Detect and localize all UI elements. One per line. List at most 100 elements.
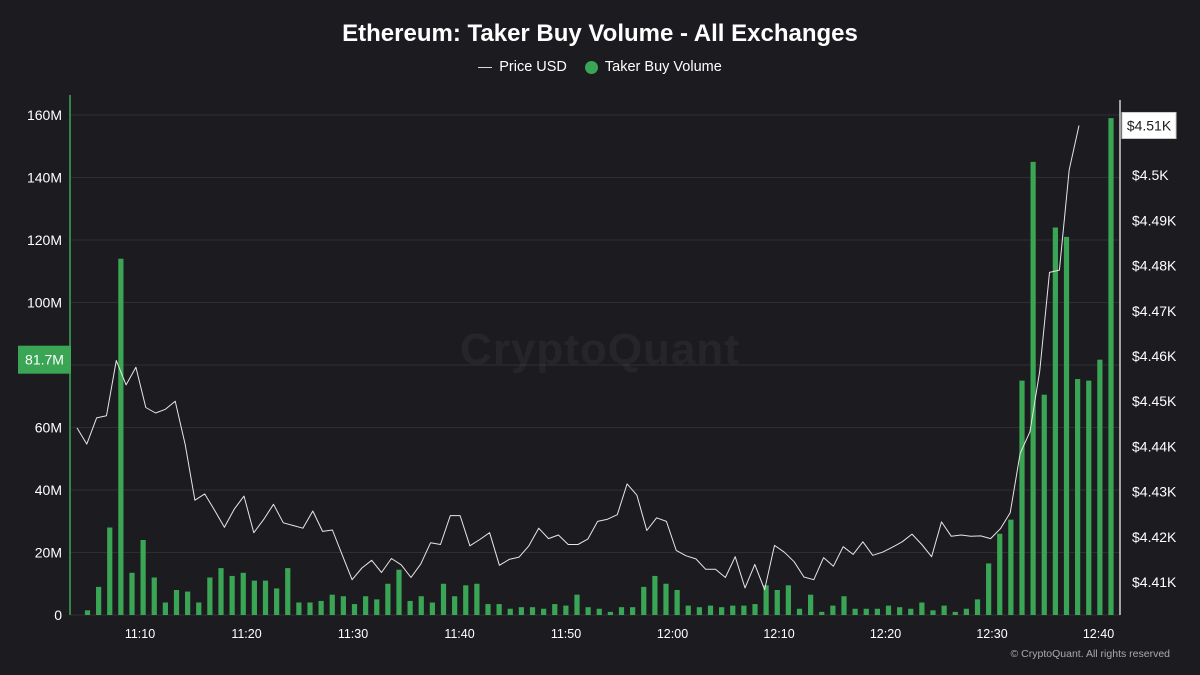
volume-bar[interactable] [852, 608, 858, 615]
volume-bar[interactable] [496, 604, 502, 615]
volume-bar[interactable] [674, 590, 680, 615]
volume-bar[interactable] [630, 607, 636, 615]
volume-bar[interactable] [1075, 379, 1081, 615]
volume-bar[interactable] [541, 608, 547, 615]
volume-bar[interactable] [607, 611, 613, 615]
volume-bar[interactable] [585, 607, 591, 615]
y-left-tick-label: 160M [27, 107, 62, 123]
volume-bar[interactable] [874, 608, 880, 615]
volume-bar[interactable] [529, 607, 536, 615]
volume-bar[interactable] [296, 602, 302, 616]
volume-bar[interactable] [997, 533, 1003, 615]
volume-bar[interactable] [1097, 359, 1103, 615]
volume-bar[interactable] [785, 585, 791, 615]
volume-bar[interactable] [1030, 161, 1036, 615]
volume-bar[interactable] [185, 591, 191, 615]
volume-bar[interactable] [1052, 227, 1058, 616]
volume-bar[interactable] [96, 586, 102, 615]
volume-bar[interactable] [1019, 380, 1025, 615]
volume-bar[interactable] [1108, 118, 1114, 615]
volume-bar[interactable] [652, 575, 658, 615]
volume-bar[interactable] [696, 607, 702, 615]
y-right-tick-label: $4.49K [1132, 212, 1177, 228]
volume-bar[interactable] [251, 580, 257, 615]
volume-bar[interactable] [340, 596, 346, 615]
volume-bar[interactable] [385, 583, 391, 615]
volume-bar[interactable] [196, 602, 202, 616]
volume-bar[interactable] [329, 594, 335, 615]
volume-bar[interactable] [730, 605, 736, 615]
volume-bar[interactable] [719, 607, 725, 615]
volume-bar[interactable] [418, 596, 424, 615]
volume-bar[interactable] [741, 605, 747, 615]
volume-bar[interactable] [897, 607, 903, 615]
volume-bar[interactable] [274, 588, 280, 615]
volume-bar[interactable] [162, 602, 168, 616]
legend-item-volume[interactable]: Taker Buy Volume [584, 59, 722, 75]
volume-bar[interactable] [641, 586, 647, 615]
volume-bar[interactable] [374, 599, 380, 615]
volume-bar[interactable] [774, 590, 780, 615]
volume-bar[interactable] [963, 608, 969, 615]
volume-bar[interactable] [885, 605, 892, 615]
volume-bar[interactable] [685, 605, 691, 615]
volume-bar[interactable] [986, 563, 992, 615]
volume-bar[interactable] [763, 585, 769, 615]
volume-bar[interactable] [1086, 380, 1092, 615]
volume-bar[interactable] [107, 527, 113, 616]
volume-bar[interactable] [518, 607, 524, 615]
volume-bar[interactable] [507, 608, 513, 615]
volume-bar[interactable] [941, 605, 947, 615]
volume-bar[interactable] [318, 600, 324, 615]
volume-bar[interactable] [1008, 519, 1014, 615]
volume-bar[interactable] [307, 602, 313, 616]
volume-bar[interactable] [229, 575, 235, 615]
price-line[interactable] [76, 125, 1080, 591]
volume-bar[interactable] [140, 540, 146, 615]
volume-bar[interactable] [752, 604, 758, 615]
volume-bar[interactable] [830, 605, 836, 615]
volume-bar[interactable] [796, 608, 803, 615]
volume-bar[interactable] [262, 580, 269, 615]
volume-bar[interactable] [218, 568, 224, 615]
volume-bar[interactable] [474, 583, 480, 615]
volume-bar[interactable] [841, 596, 847, 615]
volume-bar[interactable] [285, 568, 291, 615]
last-price-box [1121, 111, 1177, 139]
volume-bar[interactable] [396, 569, 402, 615]
volume-bar[interactable] [485, 604, 491, 615]
volume-bar[interactable] [707, 605, 714, 615]
volume-bar[interactable] [207, 577, 213, 616]
volume-bar[interactable] [151, 577, 157, 616]
volume-bar[interactable] [863, 608, 869, 615]
y-left-tick-label: 40M [35, 482, 62, 498]
volume-bar[interactable] [429, 602, 435, 616]
volume-bar[interactable] [808, 594, 814, 615]
volume-bar[interactable] [618, 607, 625, 615]
volume-bar[interactable] [908, 608, 914, 615]
volume-bar[interactable] [819, 611, 825, 615]
legend-item-price[interactable]: Price USD [478, 59, 567, 75]
volume-bar[interactable] [463, 585, 469, 615]
volume-bar[interactable] [351, 604, 358, 615]
volume-bar[interactable] [452, 596, 458, 615]
volume-bar[interactable] [563, 605, 569, 615]
volume-bar[interactable] [974, 599, 981, 615]
volume-bar[interactable] [407, 600, 413, 615]
volume-bar[interactable] [173, 590, 180, 615]
volume-bar[interactable] [118, 258, 124, 615]
volume-bar[interactable] [129, 572, 135, 615]
volume-bar[interactable] [574, 594, 580, 615]
volume-bar[interactable] [1063, 236, 1070, 615]
volume-bar[interactable] [952, 611, 958, 615]
volume-bar[interactable] [663, 583, 669, 615]
volume-bar[interactable] [1041, 394, 1047, 615]
volume-bar[interactable] [596, 608, 602, 615]
volume-bar[interactable] [240, 572, 246, 615]
volume-bar[interactable] [84, 610, 91, 615]
volume-bar[interactable] [930, 610, 936, 615]
volume-bar[interactable] [363, 596, 369, 615]
volume-bar[interactable] [919, 602, 925, 616]
volume-bar[interactable] [440, 583, 447, 615]
volume-bar[interactable] [552, 604, 558, 615]
